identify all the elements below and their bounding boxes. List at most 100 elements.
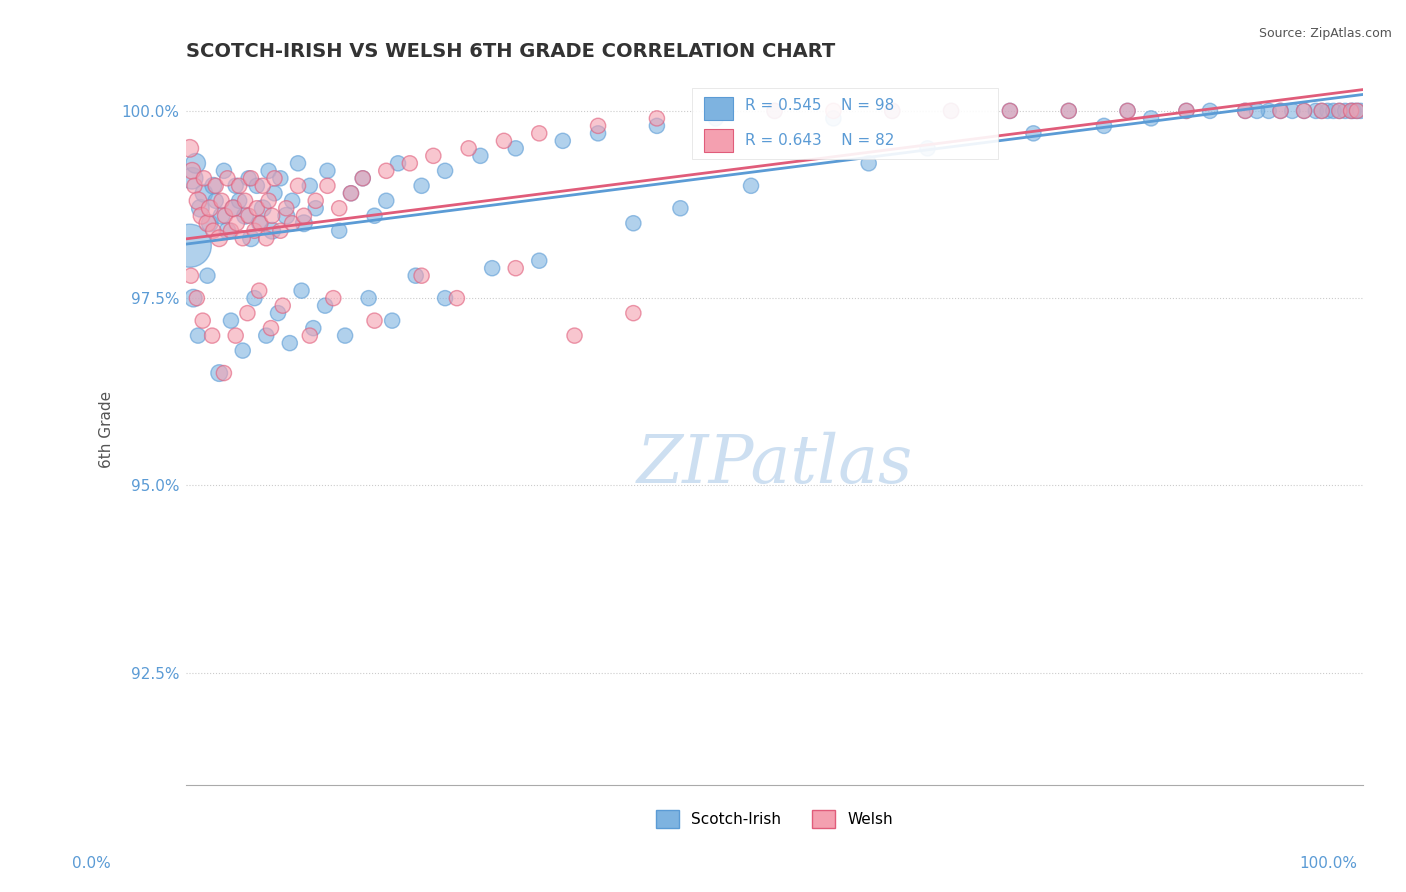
Point xyxy=(187,328,209,343)
Point xyxy=(243,291,266,305)
Point xyxy=(882,103,904,118)
Point xyxy=(254,231,277,245)
Point xyxy=(328,201,350,215)
Point xyxy=(1199,103,1222,118)
Point xyxy=(1270,103,1292,118)
Point xyxy=(184,156,207,170)
Point xyxy=(551,134,574,148)
Point xyxy=(586,119,609,133)
Point xyxy=(281,216,304,230)
Point xyxy=(236,306,259,320)
Point xyxy=(470,149,492,163)
Point xyxy=(1116,103,1139,118)
Point xyxy=(340,186,363,201)
Point xyxy=(225,216,247,230)
Point xyxy=(621,306,644,320)
Point xyxy=(193,186,215,201)
Point xyxy=(263,186,285,201)
Point xyxy=(1334,103,1357,118)
Text: R = 0.545    N = 98: R = 0.545 N = 98 xyxy=(745,98,894,113)
FancyBboxPatch shape xyxy=(704,97,734,120)
Point xyxy=(287,156,309,170)
Point xyxy=(238,209,260,223)
Point xyxy=(446,291,468,305)
Point xyxy=(278,336,301,351)
Point xyxy=(243,224,266,238)
Point xyxy=(222,201,245,215)
Point xyxy=(645,112,668,126)
Point xyxy=(375,163,398,178)
Point xyxy=(198,216,221,230)
Point xyxy=(204,178,226,193)
Point xyxy=(257,163,280,178)
Point xyxy=(190,201,212,215)
Point xyxy=(269,224,291,238)
Point xyxy=(375,194,398,208)
Point xyxy=(1116,103,1139,118)
Legend: Scotch-Irish, Welsh: Scotch-Irish, Welsh xyxy=(650,804,898,834)
Y-axis label: 6th Grade: 6th Grade xyxy=(100,391,114,467)
Point xyxy=(1340,103,1362,118)
Point xyxy=(1292,103,1315,118)
Point xyxy=(298,178,321,193)
Point xyxy=(381,313,404,327)
Point xyxy=(1316,103,1339,118)
FancyBboxPatch shape xyxy=(704,129,734,152)
Point xyxy=(181,171,204,186)
Point xyxy=(262,209,284,223)
Point xyxy=(214,209,236,223)
Point xyxy=(939,103,962,118)
Text: 100.0%: 100.0% xyxy=(1299,856,1358,871)
Point xyxy=(179,238,201,252)
Point xyxy=(1346,103,1368,118)
Point xyxy=(208,366,231,380)
Point xyxy=(181,291,204,305)
Point xyxy=(180,268,202,283)
Point xyxy=(187,194,209,208)
Point xyxy=(271,299,294,313)
Point xyxy=(246,178,269,193)
Point xyxy=(263,171,285,186)
Point xyxy=(183,178,205,193)
Point xyxy=(219,224,242,238)
Point xyxy=(191,313,214,327)
Point xyxy=(1305,103,1327,118)
Point xyxy=(1175,103,1198,118)
Point xyxy=(357,291,380,305)
Point xyxy=(212,366,235,380)
Point xyxy=(1281,103,1303,118)
Point xyxy=(1057,103,1080,118)
Point xyxy=(290,284,312,298)
Point xyxy=(529,253,551,268)
Point xyxy=(211,209,233,223)
Point xyxy=(225,328,247,343)
Point xyxy=(238,171,260,186)
Point xyxy=(1175,103,1198,118)
Point xyxy=(1022,127,1045,141)
Point xyxy=(434,291,457,305)
Point xyxy=(704,112,727,126)
Point xyxy=(1350,103,1372,118)
Point xyxy=(1234,103,1257,118)
Point xyxy=(228,194,250,208)
Point xyxy=(197,268,219,283)
Point xyxy=(645,119,668,133)
Point xyxy=(222,201,245,215)
Point xyxy=(669,201,692,215)
Point xyxy=(249,216,271,230)
Point xyxy=(228,178,250,193)
Point xyxy=(181,163,204,178)
Point xyxy=(352,171,374,186)
Point xyxy=(882,103,904,118)
Point xyxy=(212,163,235,178)
Point xyxy=(305,201,328,215)
Point xyxy=(704,103,727,118)
Point xyxy=(352,171,374,186)
Point xyxy=(204,194,226,208)
Point xyxy=(1329,103,1351,118)
Point xyxy=(217,171,239,186)
Point xyxy=(481,261,503,276)
Point xyxy=(939,103,962,118)
Point xyxy=(316,163,339,178)
Point xyxy=(276,209,298,223)
